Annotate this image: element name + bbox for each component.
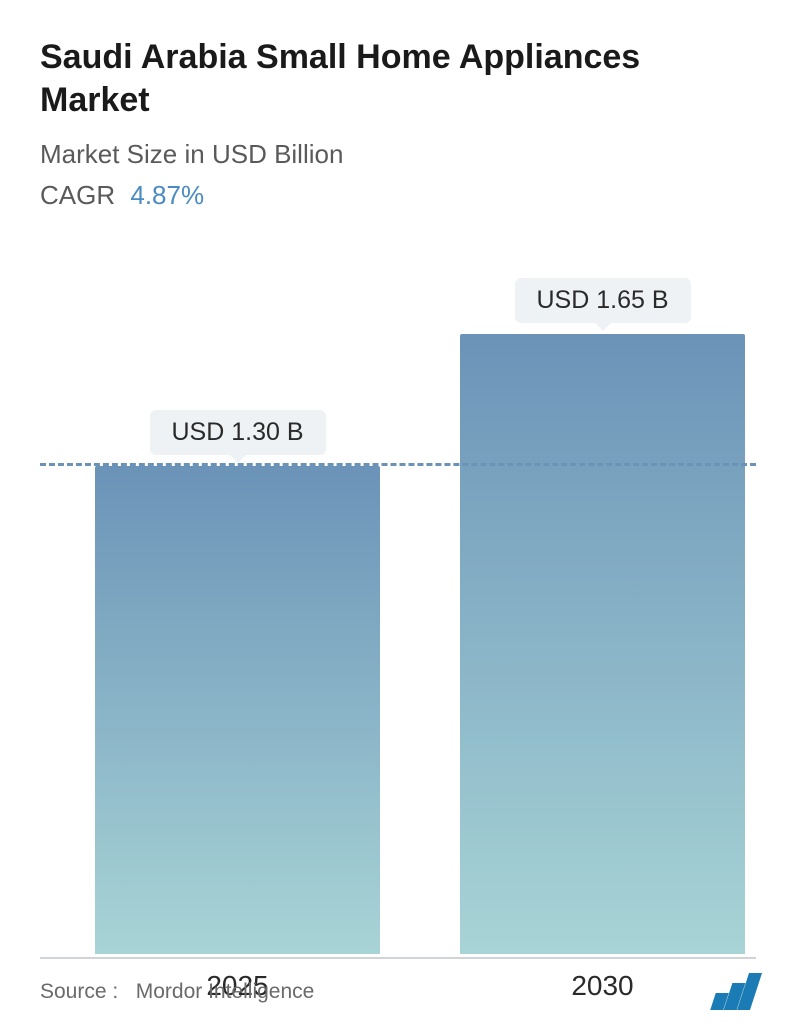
- logo-icon: [713, 973, 756, 1010]
- bar-label-2030: USD 1.65 B: [514, 278, 690, 323]
- cagr-row: CAGR 4.87%: [40, 180, 756, 211]
- footer: Source : Mordor Intelligence: [40, 957, 756, 1010]
- source-value: Mordor Intelligence: [136, 980, 315, 1003]
- cagr-label: CAGR: [40, 180, 115, 210]
- bar-2030: USD 1.65 B: [460, 334, 745, 954]
- chart-area: USD 1.30 B USD 1.65 B 2025 2030: [40, 261, 756, 1014]
- bar-label-2025: USD 1.30 B: [149, 410, 325, 455]
- cagr-value: 4.87%: [130, 180, 204, 210]
- reference-dashed-line: [40, 463, 756, 466]
- bars-wrap: USD 1.30 B USD 1.65 B: [40, 261, 756, 954]
- source-label: Source :: [40, 980, 118, 1003]
- bar-2025: USD 1.30 B: [95, 466, 380, 954]
- source-text: Source : Mordor Intelligence: [40, 980, 314, 1004]
- chart-container: Saudi Arabia Small Home Appliances Marke…: [0, 0, 796, 1034]
- chart-subtitle: Market Size in USD Billion: [40, 139, 756, 170]
- chart-title: Saudi Arabia Small Home Appliances Marke…: [40, 36, 756, 121]
